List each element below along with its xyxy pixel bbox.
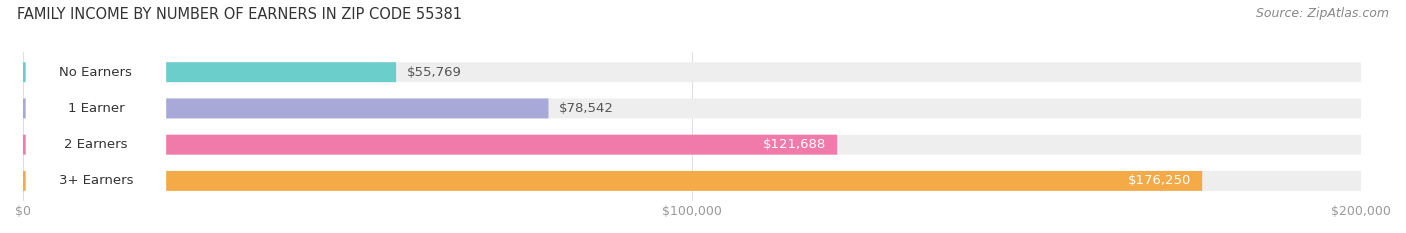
FancyBboxPatch shape — [22, 171, 1202, 191]
Text: 3+ Earners: 3+ Earners — [59, 175, 134, 187]
Text: $176,250: $176,250 — [1128, 175, 1191, 187]
Text: $78,542: $78,542 — [560, 102, 614, 115]
Text: $55,769: $55,769 — [406, 66, 461, 79]
Text: 1 Earner: 1 Earner — [67, 102, 124, 115]
FancyBboxPatch shape — [22, 171, 1361, 191]
FancyBboxPatch shape — [25, 166, 166, 195]
Text: Source: ZipAtlas.com: Source: ZipAtlas.com — [1256, 7, 1389, 20]
FancyBboxPatch shape — [22, 135, 837, 155]
FancyBboxPatch shape — [25, 58, 166, 87]
FancyBboxPatch shape — [22, 99, 548, 118]
FancyBboxPatch shape — [22, 135, 1361, 155]
FancyBboxPatch shape — [25, 94, 166, 123]
FancyBboxPatch shape — [22, 99, 1361, 118]
Text: No Earners: No Earners — [59, 66, 132, 79]
FancyBboxPatch shape — [22, 62, 1361, 82]
Text: 2 Earners: 2 Earners — [65, 138, 128, 151]
Text: $121,688: $121,688 — [763, 138, 827, 151]
FancyBboxPatch shape — [25, 130, 166, 159]
FancyBboxPatch shape — [22, 62, 396, 82]
Text: FAMILY INCOME BY NUMBER OF EARNERS IN ZIP CODE 55381: FAMILY INCOME BY NUMBER OF EARNERS IN ZI… — [17, 7, 463, 22]
